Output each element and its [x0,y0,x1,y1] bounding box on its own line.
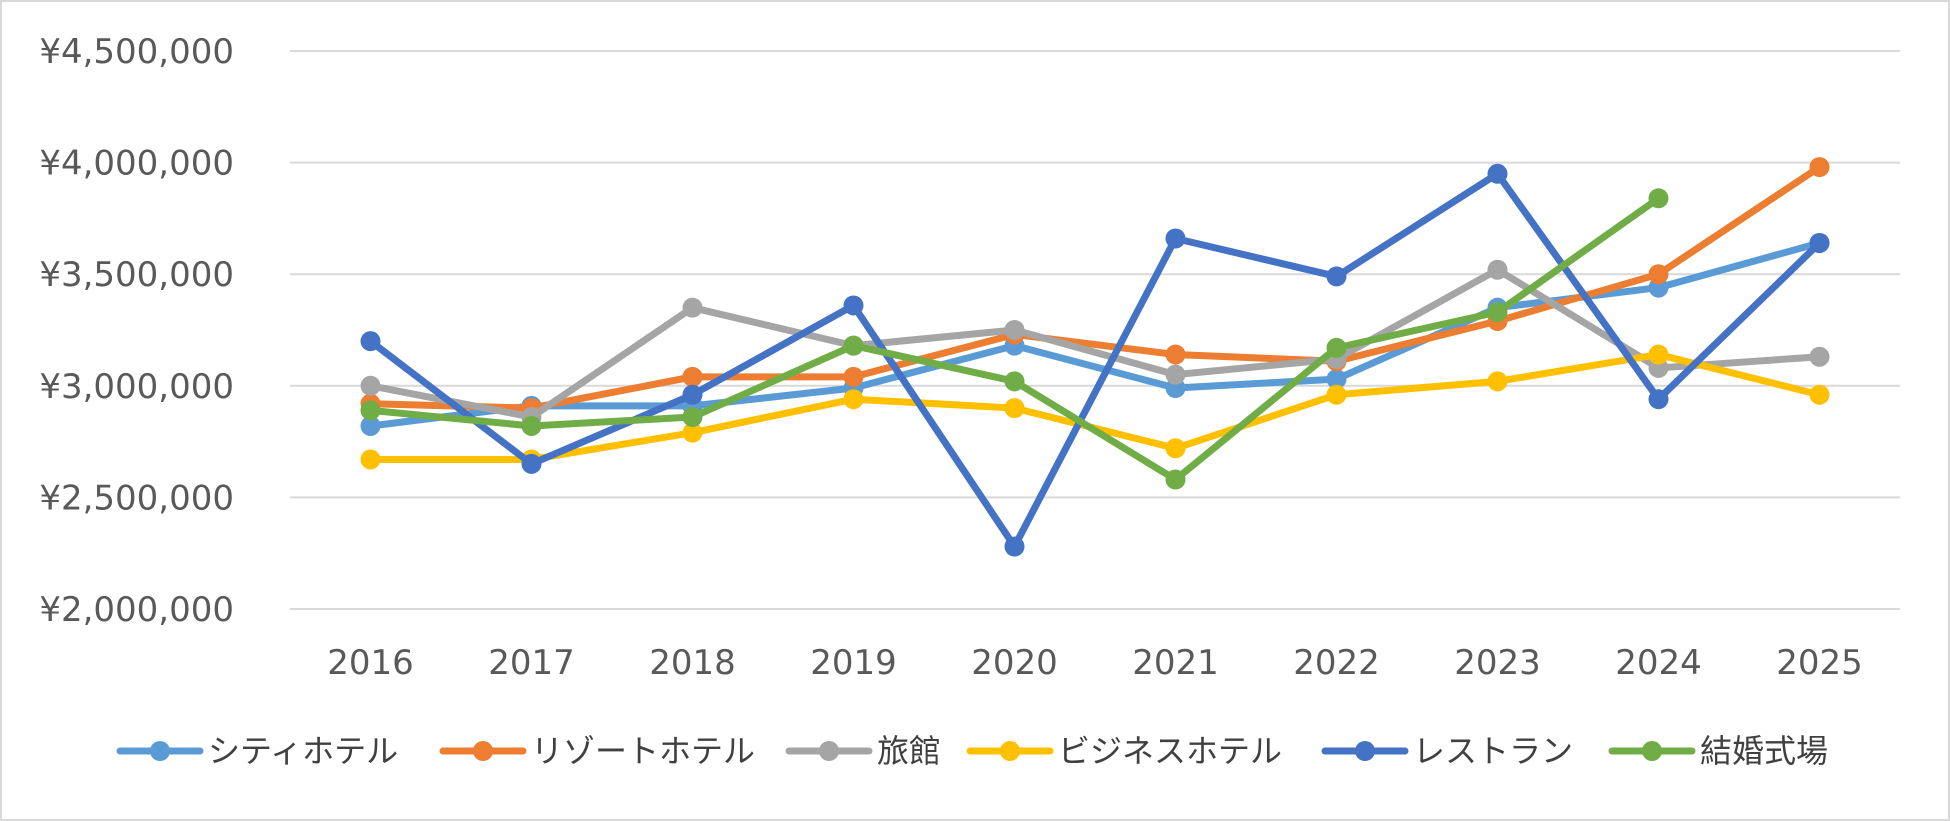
legend-item: シティホテル [116,732,398,770]
x-tick-label: 2016 [327,643,414,683]
data-point [843,295,864,316]
data-point [682,422,703,443]
data-point [682,366,703,387]
data-point [1004,371,1025,392]
data-point [1487,259,1508,280]
data-point [682,407,703,428]
legend-item: ビジネスホテル [966,732,1282,770]
data-point [360,400,381,421]
data-point [360,449,381,470]
x-tick-label: 2025 [1776,643,1863,683]
x-tick-label: 2023 [1454,643,1541,683]
data-point [1487,371,1508,392]
legend-label: シティホテル [208,732,398,770]
legend-label: リゾートホテル [531,732,755,770]
legend-label: ビジネスホテル [1058,732,1282,770]
y-tick-label: ¥2,000,000 [39,590,234,630]
legend-swatch-marker [473,741,493,761]
y-tick-label: ¥3,500,000 [39,255,234,295]
data-point [682,384,703,405]
data-point [1165,364,1186,385]
data-point [1004,536,1025,557]
x-tick-label: 2020 [971,643,1058,683]
legend-swatch-marker [150,741,170,761]
y-tick-label: ¥4,500,000 [39,32,234,72]
data-point [360,375,381,396]
series-line [367,163,1823,412]
x-axis-tick-labels: 2016 2017 2018 2019 2020 2021 2022 2023 2024 2025 [327,643,1863,683]
data-point [1326,369,1347,390]
data-point [1487,302,1508,323]
data-point [521,453,542,474]
y-tick-label: ¥2,500,000 [39,478,234,518]
data-point [1326,266,1347,287]
legend-label: 結婚式場 [1700,732,1828,770]
data-point [360,331,381,352]
data-point [1165,228,1186,249]
series-line [367,266,1823,421]
y-tick-label: ¥3,000,000 [39,367,234,407]
data-point [843,335,864,356]
legend-swatch-marker [1642,741,1662,761]
legend-item: 旅館 [785,732,941,770]
data-point [521,415,542,436]
data-point [1809,232,1830,253]
x-tick-label: 2021 [1132,643,1219,683]
data-point [1004,320,1025,340]
legend-item: 結婚式場 [1608,732,1828,770]
data-point [1809,346,1830,367]
data-point [843,389,864,410]
legend-item: レストラン [1321,732,1573,770]
series-line [367,170,1823,551]
series-lines [360,157,1830,557]
data-point [1809,384,1830,405]
x-tick-label: 2024 [1615,643,1702,683]
y-tick-label: ¥4,000,000 [39,144,234,184]
series-5 [360,188,1669,490]
data-point [1648,344,1669,365]
data-point [360,415,381,436]
data-point [1165,438,1186,459]
x-tick-label: 2019 [810,643,897,683]
legend-swatch-marker [1000,741,1020,761]
data-point [1648,264,1669,285]
legend-item: リゾートホテル [439,732,755,770]
data-point [1326,384,1347,405]
data-point [1648,389,1669,410]
data-point [1648,188,1669,209]
series-4 [360,163,1830,557]
x-tick-label: 2018 [649,643,736,683]
data-point [1326,337,1347,358]
data-point [1004,398,1025,419]
legend-swatch-marker [819,741,839,761]
legend-label: レストラン [1413,732,1573,770]
data-point [1165,469,1186,490]
legend-label: 旅館 [877,732,941,770]
data-point [843,366,864,387]
series-1 [360,157,1830,419]
legend: シティホテル リゾートホテル 旅館 ビジネスホテル レストラン 結婚式場 [116,732,1828,770]
data-point [1165,344,1186,365]
y-axis-tick-labels: ¥2,000,000 ¥2,500,000 ¥3,000,000 ¥3,500,000… [39,32,234,630]
data-point [1487,163,1508,184]
legend-swatch-marker [1355,741,1375,761]
data-point [1809,157,1830,178]
x-tick-label: 2017 [488,643,575,683]
x-tick-label: 2022 [1293,643,1380,683]
gridlines [290,50,1900,610]
data-point [682,297,703,318]
